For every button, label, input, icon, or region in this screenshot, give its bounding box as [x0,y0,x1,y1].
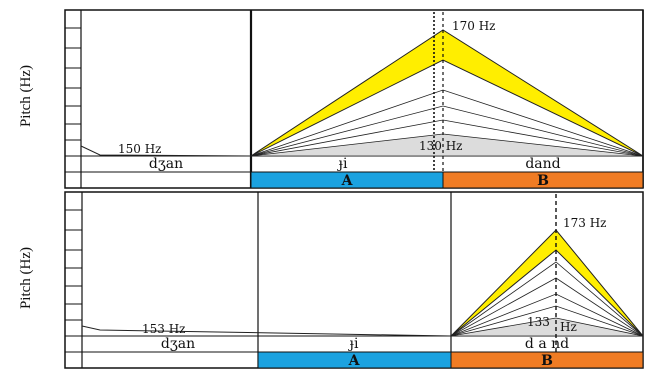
bottom-peak-high-label: 173 Hz [563,216,607,230]
bottom-pitch-start-line [81,325,452,337]
top-y-ticks [65,27,81,141]
top-contour-line [250,105,644,157]
top-segment-b-label: B [537,173,549,189]
bottom-segment-b [450,351,644,369]
bottom-segment-a-label: A [348,353,361,369]
top-y-axis-label: Pitch (Hz) [18,65,34,127]
top-syllable-3: dand [525,156,560,172]
top-segment-b [442,171,644,189]
top-panel: Pitch (Hz) 170 Hz 130 Hz [18,9,644,189]
bottom-syllable-3: d a nd [525,336,569,352]
top-segment-a-label: A [341,173,354,189]
top-floor-area [250,133,644,157]
bottom-segment-b-label: B [541,353,553,369]
bottom-syllable-1: dʒan [161,336,195,352]
bottom-start-label: 153 Hz [142,322,186,336]
top-start-label: 150 Hz [118,142,162,156]
bottom-y-ticks [65,209,82,321]
top-syllable-2: ɟi [337,156,348,172]
bottom-contour-line [450,261,644,337]
bottom-panel: Pitch (Hz) 173 Hz 133 Hz 153 Hz dʒan ɟi [18,191,644,369]
bottom-floor-area [450,317,644,337]
bottom-peak-low-unit: Hz [560,320,577,334]
bottom-peak-low-superscript: 133 [527,315,550,329]
bottom-y-axis-label: Pitch (Hz) [18,247,34,309]
top-peak-low-label: 130 Hz [419,139,463,153]
bottom-syllable-2: ɟi [348,336,359,352]
top-syllable-1: dʒan [149,156,183,172]
top-peak-high-label: 170 Hz [452,19,496,33]
top-pitch-start-line [80,145,252,157]
